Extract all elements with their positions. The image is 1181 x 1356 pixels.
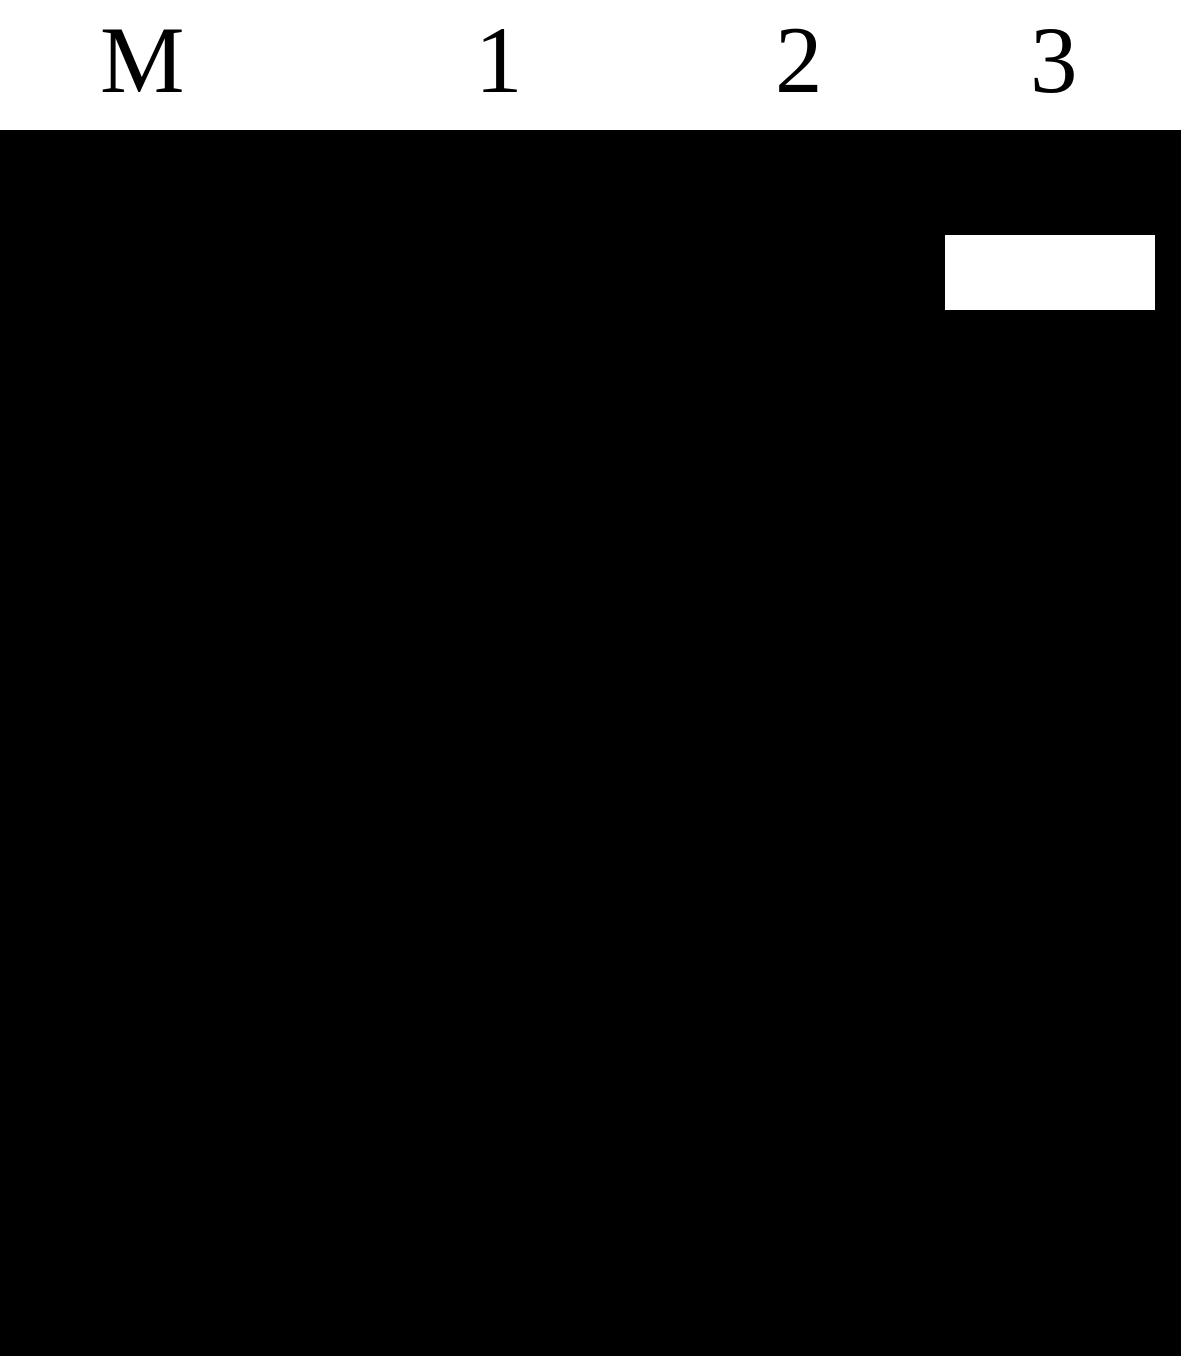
- gel-band-lane3: [945, 235, 1155, 310]
- lane-label-row: M 1 2 3: [0, 0, 1181, 130]
- gel-image-area: [0, 130, 1181, 1356]
- lane-label-3: 3: [1030, 5, 1078, 115]
- band-shape: [949, 235, 1154, 302]
- lane-label-2: 2: [775, 5, 823, 115]
- gel-figure: M 1 2 3: [0, 0, 1181, 1356]
- lane-label-marker: M: [100, 5, 184, 115]
- lane-label-1: 1: [475, 5, 523, 115]
